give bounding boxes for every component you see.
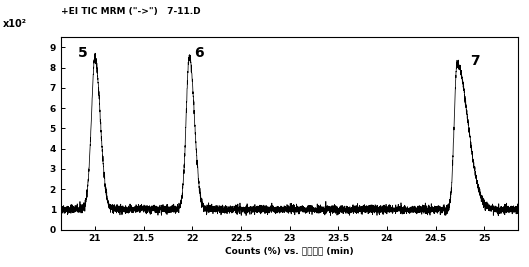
Text: 6: 6 <box>194 46 204 60</box>
Text: +EI TIC MRM ("->")   7-11.D: +EI TIC MRM ("->") 7-11.D <box>61 7 200 16</box>
Text: x10²: x10² <box>3 19 26 29</box>
Text: 7: 7 <box>470 54 479 68</box>
X-axis label: Counts (%) vs. 采集时间 (min): Counts (%) vs. 采集时间 (min) <box>225 246 354 255</box>
Text: 5: 5 <box>78 46 88 60</box>
